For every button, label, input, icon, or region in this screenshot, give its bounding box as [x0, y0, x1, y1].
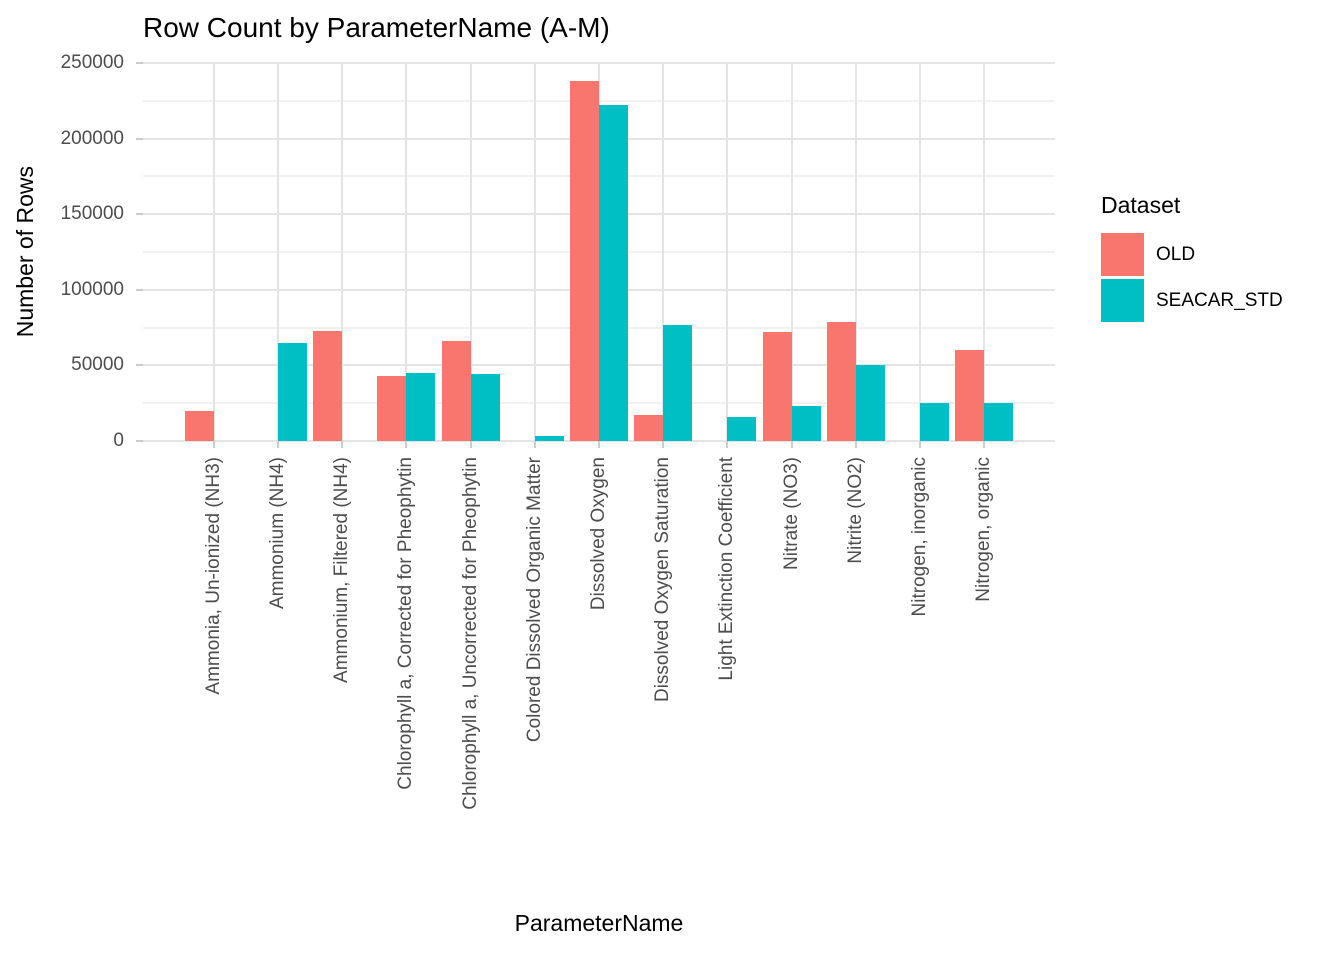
gridline-major-vertical [983, 63, 986, 441]
x-axis-tick [983, 441, 986, 448]
gridline-major-vertical [212, 63, 215, 441]
bar-old-3 [313, 330, 343, 441]
gridline-major-vertical [919, 63, 922, 441]
x-axis-tick [469, 441, 472, 448]
bar-old-11 [826, 321, 856, 441]
y-axis-tick-label: 150000 [60, 203, 124, 225]
gridline-major-vertical [533, 63, 536, 441]
legend-key-swatch [1101, 279, 1144, 322]
x-axis-tick-label: Nitrogen, organic [973, 457, 995, 602]
bar-old-13 [955, 350, 985, 441]
x-axis-tick-label: Ammonium (NH4) [266, 457, 288, 610]
x-axis-tick [919, 441, 922, 448]
y-axis-tick-label: 0 [113, 430, 124, 451]
y-axis-tick [136, 62, 143, 64]
bar-old-4 [377, 375, 407, 441]
x-axis-tick [212, 441, 215, 448]
y-axis-tick-label: 100000 [60, 278, 124, 300]
x-axis-tick-label: Dissolved Oxygen [588, 457, 609, 611]
x-axis-tick-label: Nitrogen, inorganic [909, 457, 931, 617]
y-axis-tick [136, 440, 143, 442]
bar-old-5 [441, 341, 471, 441]
gridline-major-vertical [790, 63, 793, 441]
x-axis-tick [276, 441, 279, 448]
bar-old-8 [634, 415, 664, 441]
gridline-major-vertical [854, 63, 857, 441]
x-axis-tick-label: Colored Dissolved Organic Matter [523, 457, 545, 743]
gridline-major-vertical [405, 63, 408, 441]
x-axis-tick [533, 441, 536, 448]
bar-seacar_std-11 [855, 365, 885, 441]
bar-seacar_std-10 [791, 406, 821, 441]
x-axis-tick-label: Ammonia, Un-ionized (NH3) [202, 457, 224, 695]
legend-entry-old: OLD [1101, 233, 1283, 276]
bar-seacar_std-2 [277, 342, 307, 441]
bar-old-10 [762, 332, 792, 441]
bar-seacar_std-5 [470, 374, 500, 441]
bar-seacar_std-8 [663, 324, 693, 441]
chart-title: Row Count by ParameterName (A-M) [143, 12, 610, 43]
y-axis-tick [136, 364, 143, 367]
gridline-major-vertical [726, 63, 729, 441]
gridline-major-vertical [341, 63, 344, 441]
legend: Dataset OLD SEACAR_STD [1101, 192, 1283, 325]
legend-title: Dataset [1101, 192, 1181, 218]
x-axis-tick-label: Nitrite (NO2) [844, 457, 866, 564]
bar-seacar_std-4 [406, 372, 436, 441]
gridline-major-vertical [276, 63, 279, 441]
legend-entry-seacar_std: SEACAR_STD [1101, 279, 1283, 322]
bar-old-1 [184, 410, 214, 441]
y-axis-title-wrap: Number of Rows [12, 63, 39, 441]
y-axis-tick [136, 213, 143, 216]
bar-seacar_std-9 [727, 416, 757, 441]
x-axis-tick [662, 441, 665, 448]
y-axis-tick-label: 50000 [71, 354, 124, 376]
x-axis-tick-label: Ammonium, Filtered (NH4) [331, 457, 353, 683]
x-axis-tick [854, 441, 857, 448]
x-axis-tick [790, 441, 793, 448]
bar-seacar_std-12 [920, 403, 950, 441]
y-axis-tick [136, 288, 143, 291]
x-axis-tick [726, 441, 729, 448]
x-axis-tick [405, 441, 408, 448]
y-axis-tick-label: 250000 [60, 52, 124, 73]
legend-label: SEACAR_STD [1156, 289, 1283, 311]
y-axis-title: Number of Rows [12, 166, 38, 338]
x-axis-title: ParameterName [514, 910, 684, 936]
y-axis-tick [136, 137, 143, 140]
x-axis-tick-label: Dissolved Oxygen Saturation [652, 457, 674, 703]
x-axis-tick-label: Nitrate (NO3) [780, 457, 802, 570]
gridline-major-vertical [662, 63, 665, 441]
gridline-major-vertical [469, 63, 472, 441]
y-axis-tick-label: 200000 [60, 127, 124, 149]
x-axis-tick-label: Light Extinction Coefficient [716, 457, 738, 681]
x-axis-tick-label: Chlorophyll a, Uncorrected for Pheophyti… [459, 457, 481, 810]
x-axis-tick-label: Chlorophyll a, Corrected for Pheophytin [395, 457, 417, 790]
bar-seacar_std-7 [599, 105, 628, 441]
legend-key-swatch [1101, 233, 1144, 276]
bar-old-7 [570, 81, 599, 441]
x-axis-tick [341, 441, 344, 448]
x-axis-tick [598, 441, 600, 448]
bar-seacar_std-6 [534, 436, 564, 441]
legend-label: OLD [1156, 243, 1196, 265]
bar-seacar_std-13 [984, 403, 1014, 441]
